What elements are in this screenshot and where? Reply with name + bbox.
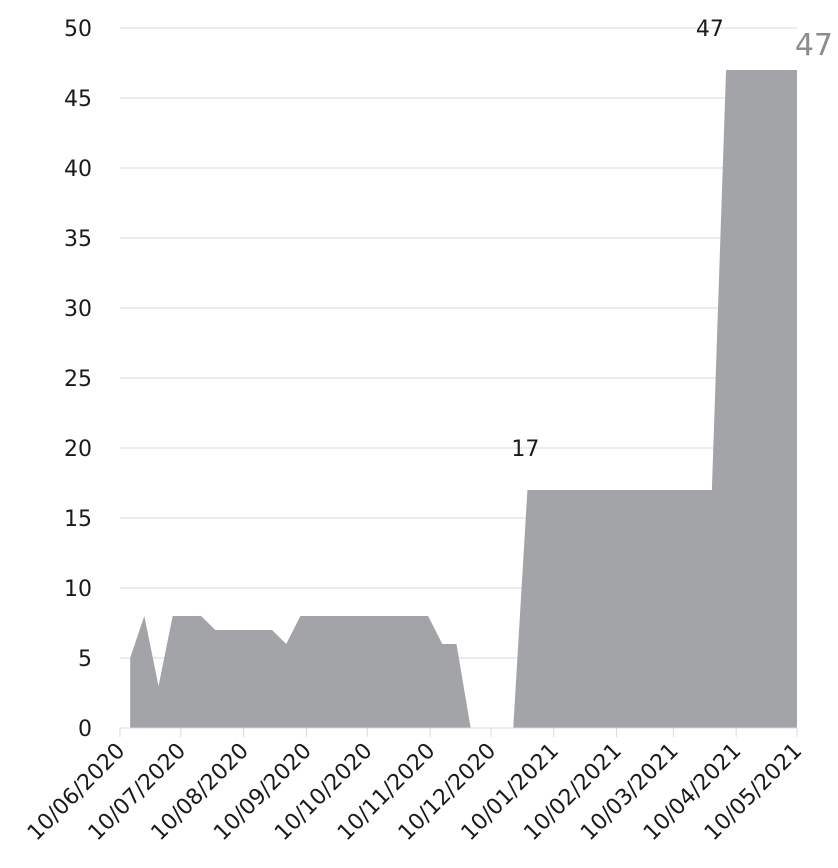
y-axis: 0 5 10 15 20 25 30 35 40 45 50 [64, 17, 92, 742]
y-tick-label: 20 [64, 437, 92, 462]
data-labels: 17 47 47 [511, 17, 833, 462]
y-tick-label: 40 [64, 157, 92, 182]
data-label: 47 [696, 17, 724, 42]
y-tick-label: 5 [78, 647, 92, 672]
y-tick-label: 25 [64, 367, 92, 392]
area-series [130, 70, 797, 728]
x-axis-ticks: 10/06/202010/07/202010/08/202010/09/2020… [23, 728, 807, 846]
y-tick-label: 0 [78, 717, 92, 742]
y-tick-label: 35 [64, 227, 92, 252]
y-tick-label: 30 [64, 297, 92, 322]
end-value-label: 47 [795, 28, 833, 63]
data-label: 17 [511, 437, 539, 462]
y-tick-label: 45 [64, 87, 92, 112]
y-tick-label: 15 [64, 507, 92, 532]
area-fill [130, 70, 797, 728]
y-tick-label: 50 [64, 17, 92, 42]
gridlines [120, 27, 797, 659]
y-tick-label: 10 [64, 577, 92, 602]
